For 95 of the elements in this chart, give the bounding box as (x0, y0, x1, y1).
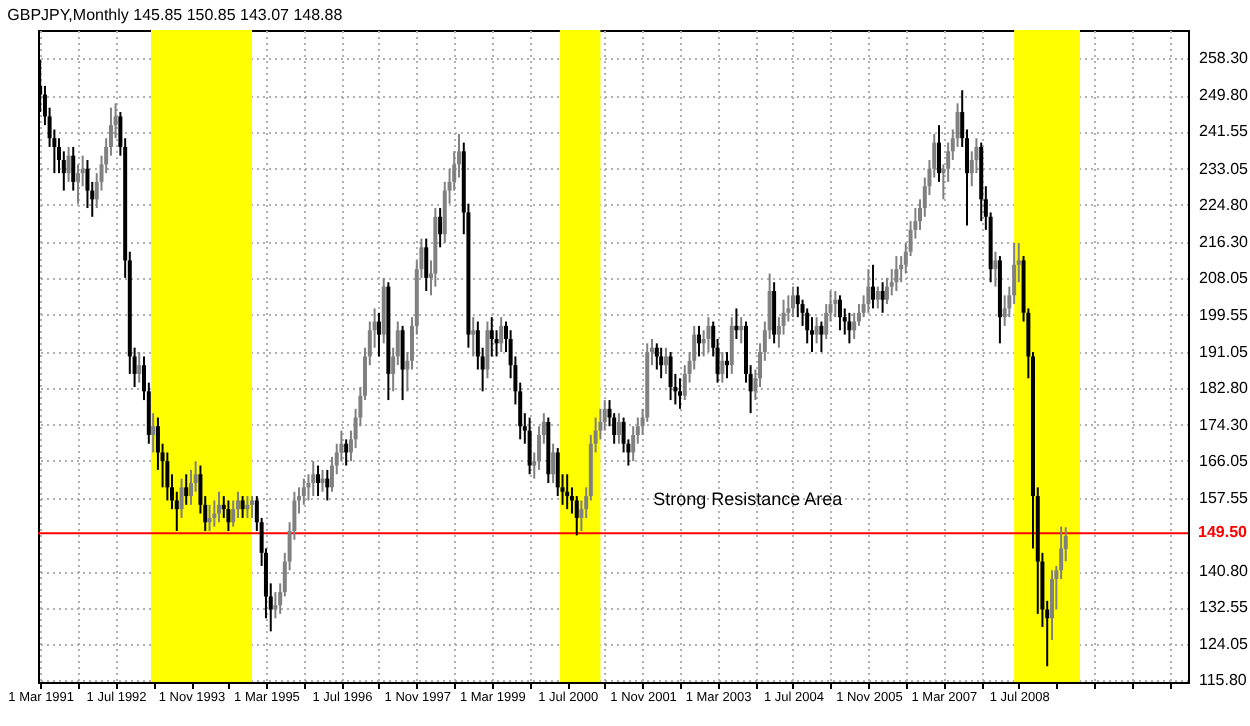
candlestick (668, 351, 673, 402)
y-tick-label: 216.30 (1199, 232, 1250, 251)
annotation: Strong Resistance Area (653, 489, 843, 510)
y-tick-label: 241.55 (1199, 122, 1250, 141)
candlestick (400, 324, 405, 402)
candlestick (226, 499, 231, 532)
candlestick (654, 342, 659, 371)
y-tick-label: 233.05 (1199, 159, 1250, 178)
candlestick (809, 316, 814, 354)
candlestick (235, 490, 240, 519)
candlestick (245, 495, 250, 519)
candlestick (551, 442, 556, 484)
candlestick (805, 307, 810, 345)
y-tick-label: 140.80 (1199, 562, 1250, 581)
candlestick (325, 468, 330, 502)
candlestick (250, 495, 255, 519)
candlestick (937, 124, 942, 183)
candlestick (207, 503, 212, 532)
candlestick (438, 207, 443, 249)
y-tick-label: 124.05 (1199, 635, 1250, 654)
candlestick (884, 276, 889, 306)
candlestick (795, 285, 800, 319)
candlestick (663, 346, 668, 375)
candlestick (837, 294, 842, 332)
candlestick (489, 316, 494, 358)
candlestick (555, 447, 560, 498)
candlestick (76, 163, 81, 205)
candlestick (602, 399, 607, 432)
candlestick (814, 316, 819, 345)
y-tick-label: 174.30 (1199, 415, 1250, 434)
y-tick-label: 249.80 (1199, 86, 1250, 105)
candlestick (574, 495, 579, 537)
y-tick-label: 199.55 (1199, 305, 1250, 324)
candlestick (499, 316, 504, 354)
candlestick (231, 499, 236, 528)
y-tick-label: 224.80 (1199, 195, 1250, 214)
candlestick (137, 351, 142, 384)
candlestick (852, 311, 857, 340)
y-tick-label: 157.55 (1199, 489, 1250, 508)
candlestick (485, 320, 490, 380)
candlestick (301, 477, 306, 506)
y-tick-label: 191.05 (1199, 342, 1250, 361)
candlestick (216, 490, 221, 524)
y-tick-label: 166.05 (1199, 451, 1250, 470)
candlestick (151, 412, 156, 454)
candlestick (729, 316, 734, 375)
candlestick (790, 285, 795, 319)
chart-title: GBPJPY,Monthly 145.85 150.85 143.07 148.88 (7, 6, 344, 24)
candlestick (659, 346, 664, 380)
candlestick (880, 281, 885, 314)
candlestick (724, 351, 729, 380)
candlestick (565, 473, 570, 511)
y-tick-label: 132.55 (1199, 598, 1250, 617)
candlestick (720, 351, 725, 384)
candlestick (311, 460, 316, 498)
candlestick (527, 416, 532, 476)
candlestick (240, 495, 245, 519)
candlestick (1050, 569, 1054, 642)
candlestick (871, 263, 876, 310)
y-tick-label: 208.05 (1199, 268, 1250, 287)
candlestick (734, 307, 739, 340)
candlestick (71, 145, 76, 192)
candlestick (833, 289, 838, 319)
candlestick (424, 237, 429, 292)
candlestick (85, 159, 90, 210)
candlestick (189, 468, 193, 506)
candlestick (847, 311, 852, 345)
candlestick (616, 412, 621, 445)
candlestick (344, 438, 349, 467)
candlestick (631, 425, 636, 463)
y-tick-label: 182.80 (1199, 378, 1250, 397)
candlestick (165, 451, 170, 502)
ref-line-label: 149.50 (1198, 523, 1249, 542)
candlestick (875, 285, 880, 310)
candlestick (184, 473, 189, 506)
y-tick-label: 115.80 (1199, 671, 1248, 690)
candlestick (376, 311, 381, 358)
candlestick (772, 281, 777, 345)
candlestick (66, 145, 71, 183)
candlestick (678, 377, 682, 410)
y-tick-label: 258.30 (1199, 49, 1250, 68)
candlestick (1002, 294, 1007, 327)
candlestick (739, 316, 744, 345)
candlestick (819, 320, 824, 354)
candlestick (706, 316, 711, 354)
candlestick (894, 255, 899, 292)
candlestick (471, 316, 476, 358)
candlestick (320, 468, 325, 493)
candlestick (316, 464, 321, 498)
candlestick (273, 591, 278, 620)
candlestick (866, 268, 871, 314)
candlestick (212, 499, 217, 528)
candlestick (993, 250, 998, 288)
candlestick (179, 477, 184, 519)
candlestick (697, 324, 702, 358)
